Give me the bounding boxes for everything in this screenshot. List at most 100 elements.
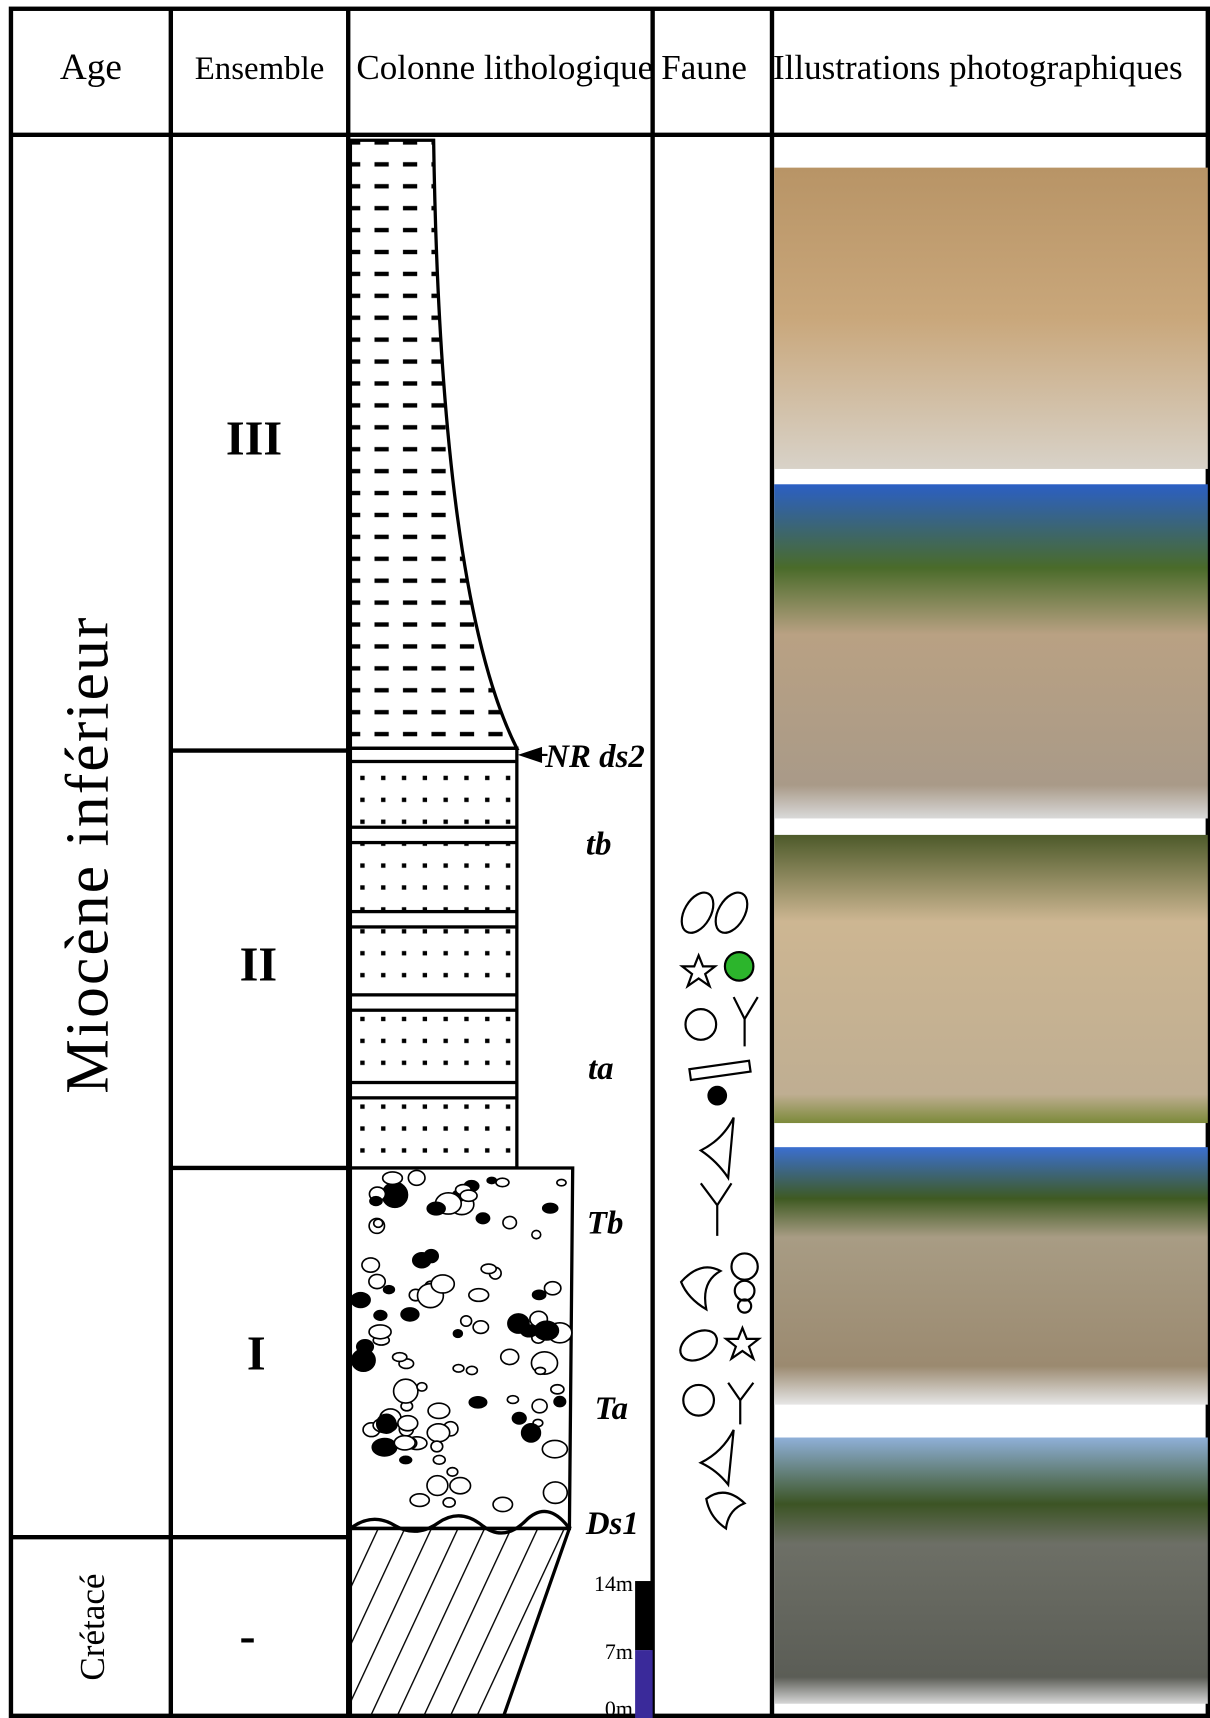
pebble — [431, 1441, 443, 1452]
pebble — [398, 1416, 418, 1431]
pebble — [487, 1177, 496, 1183]
ensemble-I: I — [247, 1328, 266, 1381]
pebble — [461, 1316, 472, 1326]
shale-unit — [350, 140, 516, 748]
pebble — [466, 1366, 477, 1374]
header-ensemble: Ensemble — [195, 51, 325, 87]
pebble — [394, 1379, 418, 1403]
page: Age Ensemble Colonne lithologique Faune … — [0, 0, 1210, 1718]
pebble — [554, 1397, 565, 1407]
pebble — [512, 1413, 526, 1424]
pebble — [535, 1321, 559, 1340]
ensemble-dash: - — [239, 1610, 255, 1663]
photo — [774, 168, 1208, 469]
scale-label: 14m — [594, 1571, 633, 1596]
pebble — [362, 1258, 379, 1272]
photo — [774, 835, 1208, 1123]
label-nrds2: NR ds2 — [544, 739, 644, 775]
pebble — [408, 1170, 425, 1185]
pebble — [481, 1264, 496, 1274]
pebble — [532, 1399, 547, 1412]
pebble — [427, 1476, 448, 1496]
pebble — [394, 1436, 415, 1450]
photo — [774, 1147, 1208, 1404]
pebble — [473, 1321, 488, 1334]
age-miocene: Miocène inférieur — [53, 615, 121, 1093]
header-age: Age — [60, 47, 122, 88]
pebble — [410, 1494, 429, 1507]
pebble — [400, 1456, 412, 1463]
pebble — [433, 1455, 445, 1464]
pebble — [476, 1213, 489, 1223]
label-Ds1: Ds1 — [585, 1506, 639, 1542]
pebble — [469, 1289, 489, 1302]
pebble — [493, 1497, 512, 1511]
scale-bar: 14m 7m 0m — [594, 1571, 653, 1718]
pebble — [369, 1325, 391, 1339]
pebble — [374, 1219, 383, 1227]
arrow — [521, 748, 547, 761]
pebble — [533, 1290, 546, 1299]
pebble — [453, 1365, 464, 1373]
limestone-band — [350, 748, 516, 761]
age-cretace: Crétacé — [73, 1574, 112, 1681]
pebble — [413, 1253, 431, 1268]
fauna-icons — [675, 887, 759, 1528]
pebble — [427, 1202, 445, 1214]
pebble — [370, 1197, 382, 1206]
pebble — [383, 1172, 403, 1185]
pebble — [496, 1178, 509, 1186]
label-Tb: Tb — [587, 1206, 624, 1242]
pebble — [357, 1340, 374, 1354]
pebble — [447, 1468, 458, 1476]
header-column: Colonne lithologique — [356, 48, 653, 87]
pebble — [507, 1396, 518, 1404]
pebble — [377, 1414, 396, 1433]
pebble — [393, 1353, 407, 1362]
ensemble-III: III — [226, 413, 282, 466]
pebble — [557, 1179, 566, 1185]
header-fauna: Faune — [661, 48, 747, 87]
pebble — [460, 1190, 477, 1201]
pebble — [535, 1367, 545, 1374]
pebble — [544, 1282, 560, 1295]
pebble — [417, 1383, 427, 1391]
pebble — [551, 1385, 564, 1394]
pebble — [427, 1424, 449, 1442]
pebble — [532, 1230, 541, 1238]
stratigraphic-figure: Age Ensemble Colonne lithologique Faune … — [0, 0, 1210, 1718]
label-Ta: Ta — [595, 1391, 628, 1427]
pebble — [443, 1498, 455, 1507]
pebble — [522, 1424, 541, 1442]
pebble — [450, 1478, 471, 1494]
pebble — [374, 1311, 387, 1321]
scale-segment — [635, 1650, 653, 1718]
pebble — [372, 1439, 396, 1456]
header-photos: Illustrations photographiques — [773, 48, 1183, 87]
label-tb: tb — [586, 827, 612, 863]
photo — [774, 484, 1208, 818]
pebble — [543, 1482, 567, 1503]
photo — [774, 1438, 1208, 1704]
pebble — [369, 1274, 385, 1288]
scale-segment — [635, 1581, 653, 1650]
limestone-band — [350, 995, 516, 1010]
pebble — [428, 1403, 450, 1418]
scale-label: 7m — [605, 1639, 633, 1664]
pebble — [543, 1203, 558, 1212]
pebble — [508, 1314, 529, 1333]
sandstone-unit — [350, 748, 516, 1168]
ensemble-II: II — [240, 939, 278, 992]
photographs — [774, 168, 1208, 1704]
limestone-band — [350, 1083, 516, 1098]
cretaceous-substrate — [350, 1528, 569, 1715]
pebble — [501, 1349, 519, 1364]
pebble — [453, 1330, 462, 1337]
limestone-band — [350, 912, 516, 927]
lithologic-column — [350, 140, 572, 1716]
pebble — [401, 1308, 419, 1321]
scale-label: 0m — [605, 1696, 633, 1718]
pebble — [542, 1440, 567, 1457]
pebble — [469, 1397, 486, 1408]
pebble — [384, 1286, 395, 1294]
